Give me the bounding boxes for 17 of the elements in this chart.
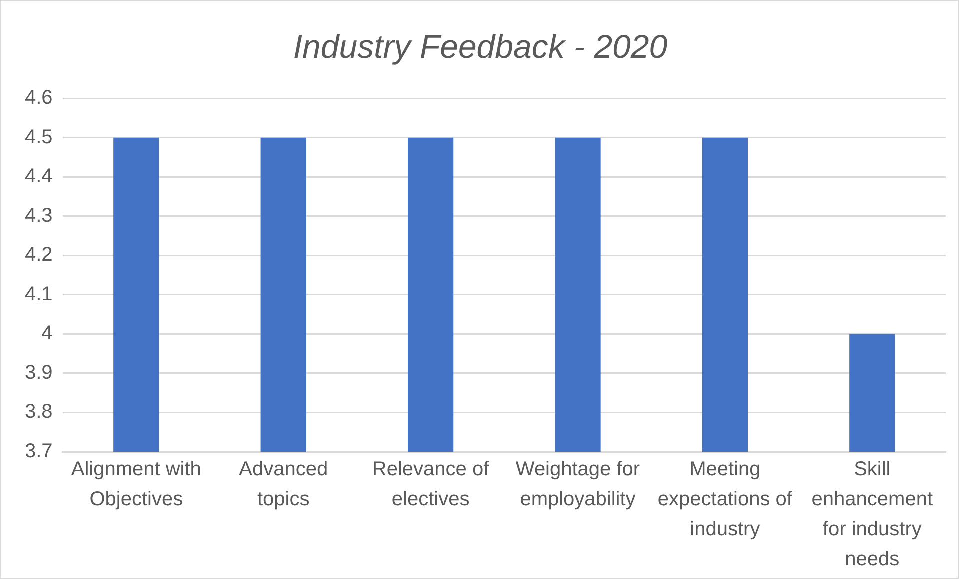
x-tick-label: Alignment with Objectives <box>71 458 202 511</box>
y-tick-label: 4.3 <box>24 204 53 227</box>
y-tick-label: 4.4 <box>24 166 53 188</box>
y-tick-label: 4.1 <box>24 283 53 306</box>
y-tick-label: 4 <box>42 322 53 345</box>
y-tick-label: 4.5 <box>24 126 53 148</box>
x-tick-label: Advanced topics <box>239 458 328 511</box>
x-tick-label: Relevance of electives <box>372 458 490 511</box>
y-tick-label: 3.8 <box>24 401 53 424</box>
y-tick-label: 4.2 <box>24 244 53 266</box>
y-tick-label: 3.9 <box>24 362 53 384</box>
y-tick-label: 3.7 <box>24 440 53 463</box>
x-tick-label: Skill enhancement for industry needs <box>812 458 934 571</box>
y-tick-label: 4.6 <box>24 87 53 110</box>
x-tick-label: Weightage for employability <box>516 458 640 511</box>
chart-title: Industry Feedback - 2020 <box>293 28 668 65</box>
x-tick-label: Meeting expectations of industry <box>658 458 793 541</box>
